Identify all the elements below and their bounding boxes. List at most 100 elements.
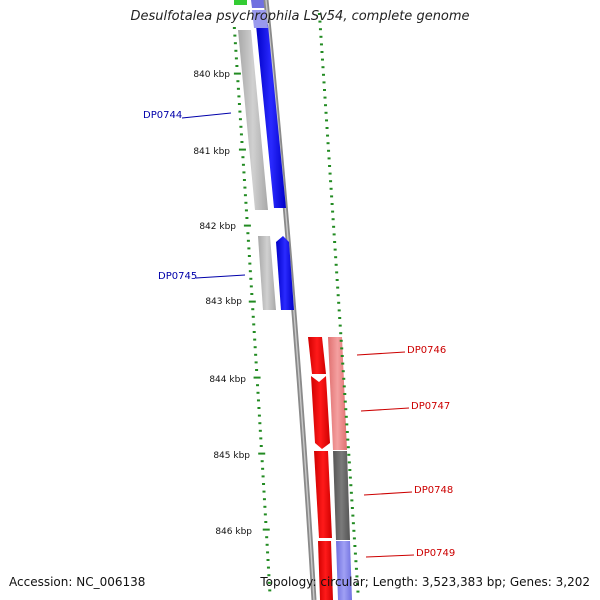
outer-tick: [324, 104, 328, 107]
gene-feature-DP0744-cap: [252, 10, 268, 28]
outer-tick: [320, 58, 324, 61]
gene-label-DP0744[interactable]: DP0744: [143, 110, 183, 121]
outer-tick: [332, 233, 336, 236]
ruler-minor-tick: [256, 399, 260, 402]
gene-label-DP0747[interactable]: DP0747: [411, 401, 451, 412]
gene-feature-DP0747-shadow: [328, 337, 347, 450]
outer-tick: [351, 514, 355, 517]
outer-tick: [328, 172, 332, 175]
outer-tick: [321, 66, 325, 69]
outer-tick: [346, 438, 350, 441]
ruler-major-tick: [243, 224, 251, 227]
outer-tick: [318, 28, 322, 31]
outer-tick: [338, 317, 342, 319]
outer-tick: [349, 491, 353, 494]
ruler-minor-tick: [262, 498, 266, 501]
ruler-minor-tick: [261, 475, 265, 478]
outer-tick: [350, 499, 354, 502]
outer-tick: [347, 453, 351, 456]
gene-label-DP0748[interactable]: DP0748: [414, 485, 454, 496]
outer-tick: [342, 385, 346, 388]
ruler-minor-tick: [268, 589, 272, 592]
ruler-minor-tick: [258, 429, 262, 432]
ruler-major-tick: [238, 148, 246, 151]
map-title: Desulfotalea psychrophila LSv54, complet…: [130, 9, 470, 24]
ruler-minor-tick: [245, 217, 249, 219]
topology-summary: Topology: circular; Length: 3,523,383 bp…: [260, 575, 590, 589]
gene-feature-DP0747: [311, 376, 330, 449]
outer-tick: [334, 263, 338, 266]
outer-tick: [327, 149, 331, 152]
ruler-major-tick: [248, 300, 256, 303]
ruler-minor-tick: [266, 559, 270, 561]
gene-feature-DP0744: [256, 14, 286, 208]
ruler-minor-tick: [252, 323, 256, 326]
ruler-minor-tick: [254, 361, 258, 364]
label-line-DP0747: [360, 407, 410, 412]
ruler-minor-tick: [233, 34, 237, 37]
outer-tick: [345, 423, 349, 426]
outer-tick: [323, 89, 326, 91]
outer-tick: [338, 324, 342, 327]
outer-tick: [346, 446, 350, 449]
ruler-minor-tick: [244, 201, 248, 204]
ruler-minor-tick: [244, 209, 248, 212]
ruler-label-843: 843 kbp: [205, 297, 242, 307]
gene-feature-DP0748: [314, 451, 332, 538]
ruler-minor-tick: [255, 369, 259, 371]
outer-tick: [337, 301, 341, 304]
outer-tick: [341, 370, 345, 373]
gene-feature-DP0749-shadow: [336, 541, 352, 600]
partial-gene-top-blue: [251, 0, 266, 8]
outer-tick: [322, 81, 326, 84]
ruler-minor-tick: [256, 391, 260, 394]
outer-tick: [317, 13, 321, 15]
outer-tick: [339, 339, 343, 342]
ruler-label-842: 842 kbp: [199, 222, 236, 232]
outer-tick: [350, 507, 354, 509]
ruler-minor-tick: [239, 125, 243, 128]
ruler-minor-tick: [265, 536, 269, 539]
outer-tick: [327, 157, 331, 160]
outer-tick: [354, 560, 358, 563]
label-line-DP0744: [181, 112, 232, 119]
gene-label-DP0746[interactable]: DP0746: [407, 345, 447, 356]
gene-label-DP0749[interactable]: DP0749: [416, 548, 456, 559]
gene-label-DP0745[interactable]: DP0745: [158, 271, 198, 282]
outer-tick: [344, 415, 348, 418]
outer-tick: [323, 96, 327, 99]
outer-tick: [345, 431, 349, 433]
ruler-minor-tick: [253, 338, 257, 341]
ruler-minor-tick: [264, 521, 268, 523]
ruler-minor-tick: [251, 315, 255, 318]
outer-tick: [347, 461, 351, 464]
ruler-minor-tick: [253, 346, 257, 349]
ruler-minor-tick: [249, 285, 253, 288]
ruler-minor-tick: [236, 87, 240, 90]
outer-tick: [330, 195, 334, 198]
gene-feature-shadow: [258, 236, 276, 310]
outer-tick: [355, 575, 359, 578]
ruler-minor-tick: [267, 581, 271, 584]
ruler-minor-tick: [237, 95, 241, 98]
outer-tick: [325, 119, 329, 122]
ruler-label-846: 846 kbp: [215, 527, 252, 537]
outer-tick: [334, 256, 338, 259]
ruler-major-tick: [258, 452, 266, 455]
outer-tick: [331, 210, 335, 213]
ruler-minor-tick: [254, 353, 258, 356]
outer-tick: [344, 408, 348, 411]
label-line-DP0748: [363, 491, 413, 496]
ruler-minor-tick: [238, 118, 242, 121]
outer-tick: [343, 400, 347, 403]
ruler-major-tick: [253, 376, 261, 379]
ruler-minor-tick: [242, 179, 246, 181]
ruler-minor-tick: [248, 270, 252, 273]
outer-tick: [354, 567, 358, 570]
gene-feature-DP0748-shadow: [333, 451, 350, 540]
ruler-minor-tick: [263, 513, 267, 516]
ruler-minor-tick: [260, 460, 264, 463]
ruler-minor-tick: [252, 331, 256, 333]
label-line-DP0745: [195, 274, 246, 279]
